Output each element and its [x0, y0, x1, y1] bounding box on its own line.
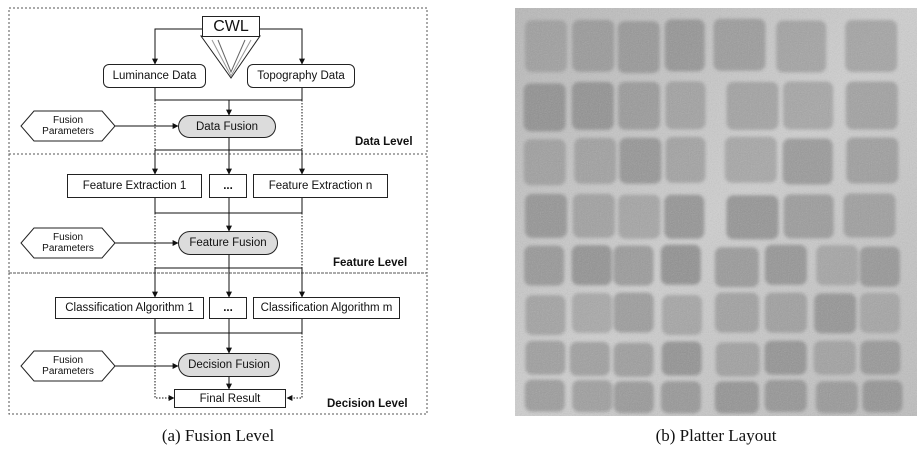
feature-ellipsis-node: ... — [209, 174, 247, 198]
fusion-params-line1: Fusion — [52, 115, 83, 126]
cwl-label: CWL — [213, 17, 249, 35]
feature-extraction-n-node: Feature Extraction n — [253, 174, 388, 198]
feature-ellipsis-label: ... — [223, 180, 233, 192]
classification-algorithm-m-label: Classification Algorithm m — [260, 302, 393, 314]
final-result-node: Final Result — [174, 389, 286, 408]
fusion-params-line2: Parameters — [42, 366, 94, 377]
fusion-params-line2: Parameters — [42, 126, 94, 137]
topography-data-label: Topography Data — [257, 70, 345, 82]
decision-level-label: Decision Level — [327, 398, 408, 410]
feature-extraction-n-label: Feature Extraction n — [268, 180, 373, 192]
data-level-label: Data Level — [355, 136, 413, 148]
decision-ellipsis-node: ... — [209, 297, 247, 319]
platter-grain — [515, 8, 917, 416]
platter-photo — [515, 8, 917, 416]
feature-extraction-1-node: Feature Extraction 1 — [67, 174, 202, 198]
data-fusion-node: Data Fusion — [178, 115, 276, 138]
fusion-params-decision: Fusion Parameters — [21, 351, 115, 381]
data-fusion-label: Data Fusion — [195, 120, 258, 133]
feature-fusion-node: Feature Fusion — [178, 231, 278, 255]
caption-platter-layout: (b) Platter Layout — [655, 426, 777, 445]
fusion-params-data: Fusion Parameters — [21, 111, 115, 141]
fusion-params-line1: Fusion — [52, 232, 83, 243]
luminance-data-node: Luminance Data — [103, 64, 206, 88]
classification-algorithm-m-node: Classification Algorithm m — [253, 297, 400, 319]
feature-extraction-1-label: Feature Extraction 1 — [82, 180, 187, 192]
feature-level-label: Feature Level — [333, 257, 408, 269]
final-result-label: Final Result — [199, 392, 261, 405]
fusion-params-hexagon-decision — [20, 350, 116, 382]
fusion-params-line1: Fusion — [52, 355, 83, 366]
classification-algorithm-1-node: Classification Algorithm 1 — [55, 297, 204, 319]
topography-data-node: Topography Data — [247, 64, 355, 88]
fusion-params-line2: Parameters — [42, 243, 94, 254]
cwl-sensor: CWL — [202, 16, 260, 37]
fusion-params-hexagon-data — [20, 110, 116, 142]
fusion-params-feature: Fusion Parameters — [21, 228, 115, 258]
decision-ellipsis-label: ... — [223, 302, 233, 314]
caption-fusion-level: (a) Fusion Level — [161, 426, 275, 445]
decision-level-frame — [8, 272, 428, 415]
decision-fusion-label: Decision Fusion — [188, 359, 270, 371]
classification-algorithm-1-label: Classification Algorithm 1 — [65, 302, 194, 314]
fusion-params-hexagon-feature — [20, 227, 116, 259]
luminance-data-label: Luminance Data — [112, 70, 197, 82]
feature-fusion-label: Feature Fusion — [189, 237, 267, 249]
decision-fusion-node: Decision Fusion — [178, 353, 280, 377]
